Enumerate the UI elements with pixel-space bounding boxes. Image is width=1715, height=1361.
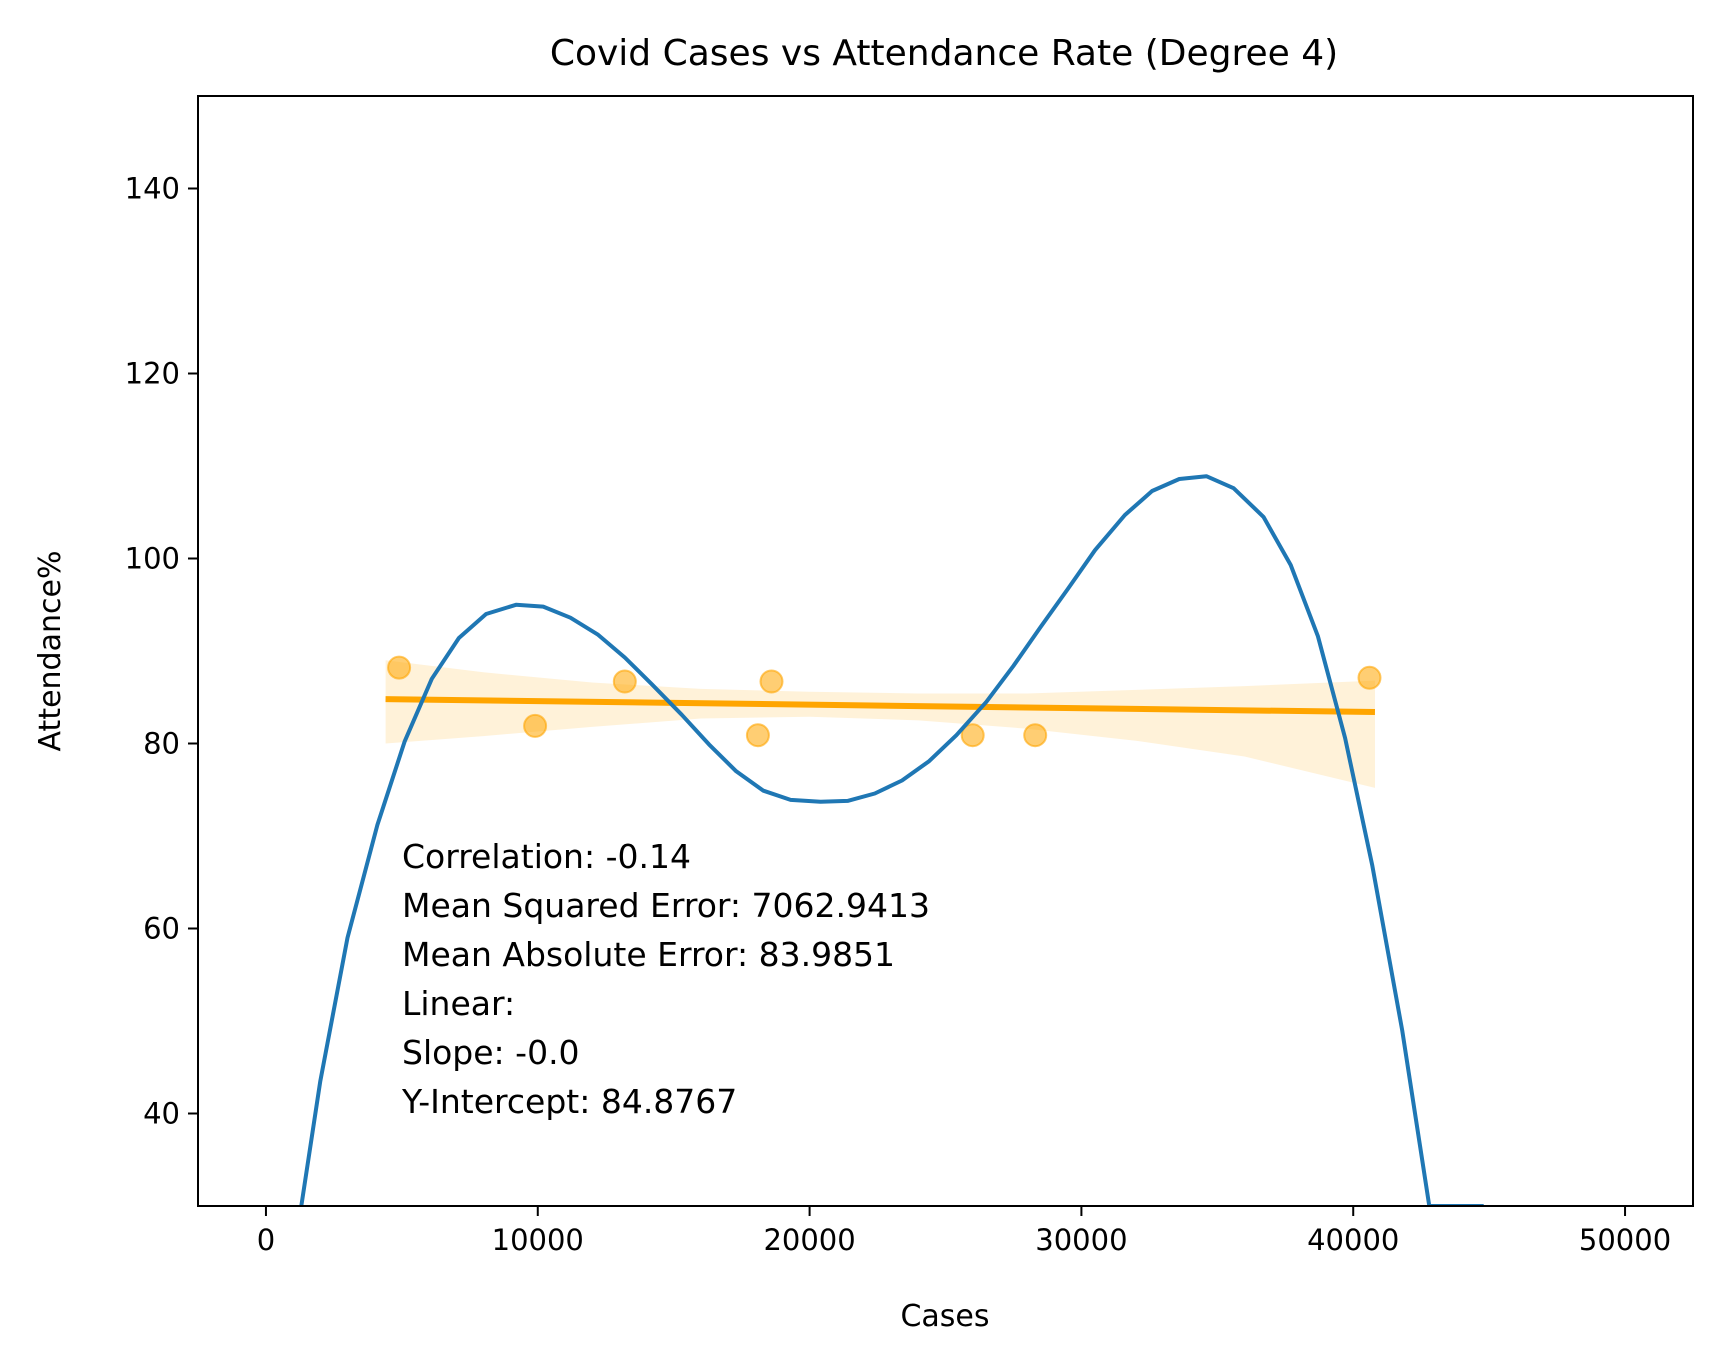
data-point bbox=[612, 669, 637, 694]
y-tick-label: 120 bbox=[125, 357, 180, 391]
y-tick-label: 40 bbox=[143, 1097, 180, 1131]
x-tick-label: 0 bbox=[257, 1223, 275, 1257]
polynomial-fit-curve bbox=[299, 474, 1484, 1206]
annotation-line: Slope: -0.0 bbox=[402, 1033, 580, 1072]
y-tick-label: 80 bbox=[143, 727, 180, 761]
data-point bbox=[387, 655, 412, 680]
stats-annotation: Correlation: -0.14 Mean Squared Error: 70… bbox=[401, 837, 930, 1121]
plot-frame bbox=[197, 95, 1694, 1207]
chart-title: Covid Cases vs Attendance Rate (Degree 4… bbox=[550, 33, 1338, 74]
data-point bbox=[1357, 665, 1382, 690]
x-tick-label: 50000 bbox=[1579, 1223, 1671, 1257]
data-point bbox=[745, 723, 770, 748]
data-point bbox=[523, 713, 548, 738]
annotation-line: Mean Squared Error: 7062.9413 bbox=[402, 886, 930, 925]
data-point bbox=[960, 723, 985, 748]
y-axis-label: Attendance% bbox=[33, 551, 68, 752]
regression-confidence-band bbox=[385, 660, 1376, 788]
x-tick-label: 30000 bbox=[1035, 1223, 1127, 1257]
annotation-line: Mean Absolute Error: 83.9851 bbox=[402, 935, 895, 974]
y-axis: 40 60 80 100 120 140 bbox=[125, 172, 198, 1131]
annotation-line: Y-Intercept: 84.8767 bbox=[401, 1082, 737, 1121]
data-point bbox=[759, 669, 784, 694]
x-tick-label: 20000 bbox=[763, 1223, 855, 1257]
annotation-line: Correlation: -0.14 bbox=[402, 837, 691, 876]
annotation-line: Linear: bbox=[402, 984, 515, 1023]
x-axis: 0 10000 20000 30000 40000 50000 bbox=[257, 1206, 1671, 1257]
x-tick-label: 10000 bbox=[492, 1223, 584, 1257]
y-tick-label: 140 bbox=[125, 172, 180, 206]
plot-content bbox=[299, 474, 1484, 1206]
y-tick-label: 100 bbox=[125, 542, 180, 576]
regression-line bbox=[385, 696, 1376, 716]
y-tick-label: 60 bbox=[143, 912, 180, 946]
data-point bbox=[1023, 723, 1048, 748]
x-tick-label: 40000 bbox=[1307, 1223, 1399, 1257]
x-axis-label: Cases bbox=[900, 1299, 989, 1334]
